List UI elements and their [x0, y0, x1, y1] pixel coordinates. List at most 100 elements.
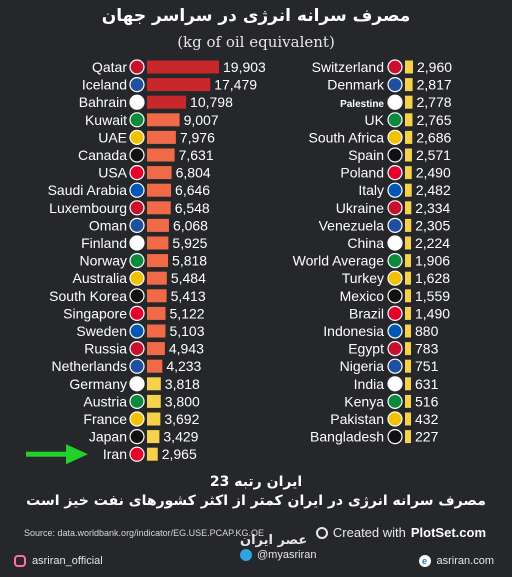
- plotset-brand: PlotSet.com: [410, 525, 486, 540]
- category-label-bangladesh: Bangladesh: [310, 429, 384, 445]
- flag-icon-japan: [129, 429, 145, 445]
- telegram-label: @myasriran: [257, 549, 317, 561]
- flag-icon-norway: [129, 253, 145, 269]
- instagram-icon: [14, 555, 26, 567]
- category-label-iceland: Iceland: [82, 77, 127, 93]
- category-label-sweden: Sweden: [76, 323, 127, 339]
- value-label-netherlands: 4,233: [166, 358, 201, 374]
- value-label-uk: 2,765: [416, 112, 451, 128]
- bar-australia: [147, 271, 167, 285]
- category-label-austria: Austria: [83, 393, 127, 409]
- value-label-egypt: 783: [415, 341, 439, 357]
- flag-icon-luxembourg: [129, 200, 145, 216]
- value-label-canada: 7,631: [179, 147, 214, 163]
- category-label-indonesia: Indonesia: [323, 323, 384, 339]
- category-label-finland: Finland: [81, 235, 127, 251]
- bar-uae: [147, 130, 176, 144]
- flag-icon-nigeria: [387, 358, 403, 374]
- category-label-turkey: Turkey: [342, 270, 384, 286]
- category-label-world-average: World Average: [293, 253, 385, 269]
- flag-icon-spain: [387, 147, 403, 163]
- globe-icon: e: [418, 555, 431, 567]
- website-link[interactable]: e asriran.com: [418, 555, 494, 567]
- value-label-saudi-arabia: 6,646: [175, 182, 210, 198]
- category-label-netherlands: Netherlands: [52, 358, 128, 374]
- bar-venezuela: [405, 218, 412, 232]
- value-label-italy: 2,482: [416, 182, 451, 198]
- bar-germany: [147, 377, 161, 391]
- value-label-bahrain: 10,798: [190, 94, 233, 110]
- bar-south-korea: [147, 289, 167, 303]
- value-label-japan: 3,429: [163, 429, 198, 445]
- bar-sweden: [147, 324, 166, 338]
- bar-egypt: [405, 342, 411, 356]
- bar-austria: [147, 394, 161, 408]
- category-label-luxembourg: Luxembourg: [49, 200, 127, 216]
- category-label-russia: Russia: [84, 341, 127, 357]
- value-label-indonesia: 880: [415, 323, 439, 339]
- flag-icon-venezuela: [387, 217, 403, 233]
- category-label-south-africa: South Africa: [309, 129, 385, 145]
- bar-finland: [147, 236, 169, 250]
- bar-mexico: [405, 289, 411, 303]
- plotset-credit: Created with PlotSet.com: [315, 525, 486, 540]
- flag-icon-pakistan: [387, 411, 403, 427]
- flag-icon-austria: [129, 393, 145, 409]
- bar-saudi-arabia: [147, 183, 172, 197]
- value-label-turkey: 1,628: [415, 270, 450, 286]
- category-label-uae: UAE: [98, 129, 127, 145]
- category-label-qatar: Qatar: [92, 59, 127, 75]
- value-label-china: 2,224: [415, 235, 450, 251]
- bar-brazil: [405, 306, 411, 320]
- category-label-china: China: [347, 235, 384, 251]
- flag-icon-oman: [129, 217, 145, 233]
- category-label-egypt: Egypt: [348, 341, 384, 357]
- category-label-iran: Iran: [103, 446, 127, 462]
- flag-icon-indonesia: [387, 323, 403, 339]
- category-label-palestine: Palestine: [340, 99, 384, 110]
- telegram-icon: [240, 549, 252, 561]
- flag-icon-germany: [129, 376, 145, 392]
- chart-title: مصرف سرانه انرژی در سراسر جهان: [101, 6, 411, 26]
- flag-icon-australia: [129, 270, 145, 286]
- telegram-handle[interactable]: @myasriran: [240, 549, 316, 561]
- category-label-venezuela: Venezuela: [319, 217, 385, 233]
- flag-icon-china: [387, 235, 403, 251]
- flag-icon-italy: [387, 182, 403, 198]
- instagram-handle[interactable]: asriran_official: [14, 555, 103, 567]
- source-note: Source: data.worldbank.org/indicator/EG.…: [24, 528, 264, 538]
- category-label-singapore: Singapore: [63, 305, 127, 321]
- value-label-world-average: 1,906: [415, 253, 450, 269]
- category-label-south-korea: South Korea: [49, 288, 127, 304]
- category-label-germany: Germany: [69, 376, 127, 392]
- highlight-arrow-icon: [66, 444, 88, 465]
- category-label-uk: UK: [365, 112, 385, 128]
- bar-france: [147, 412, 161, 426]
- rank-note: ایران رتبه 23: [209, 474, 303, 490]
- value-label-spain: 2,571: [416, 147, 451, 163]
- flag-icon-world-average: [387, 253, 403, 269]
- value-label-finland: 5,925: [172, 235, 207, 251]
- bar-india: [405, 377, 411, 391]
- flag-icon-iran: [129, 446, 145, 462]
- category-label-denmark: Denmark: [327, 77, 385, 93]
- bar-nigeria: [405, 359, 411, 373]
- flag-icon-uae: [129, 129, 145, 146]
- value-label-singapore: 5,122: [170, 305, 205, 321]
- category-label-spain: Spain: [348, 147, 384, 163]
- category-label-bahrain: Bahrain: [79, 94, 127, 110]
- flag-icon-brazil: [387, 305, 403, 321]
- brand-block: عصر ایران @myasriran: [240, 533, 316, 561]
- flag-icon-denmark: [387, 76, 403, 93]
- category-label-usa: USA: [98, 165, 127, 181]
- flag-icon-netherlands: [129, 358, 145, 374]
- category-label-switzerland: Switzerland: [312, 59, 384, 75]
- bar-iran: [147, 447, 158, 461]
- category-label-france: France: [83, 411, 127, 427]
- bar-oman: [147, 218, 169, 232]
- value-label-nigeria: 751: [415, 358, 439, 374]
- value-label-kenya: 516: [415, 393, 439, 409]
- bar-palestine: [405, 95, 413, 109]
- value-label-switzerland: 2,960: [417, 59, 452, 75]
- value-label-poland: 2,490: [416, 165, 451, 181]
